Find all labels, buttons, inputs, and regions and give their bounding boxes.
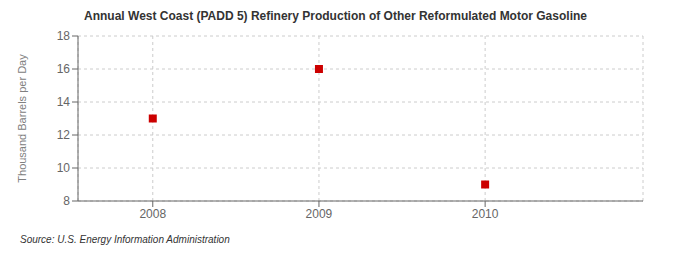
svg-text:18: 18: [57, 29, 71, 43]
svg-text:16: 16: [57, 62, 71, 76]
html-text:Source: U.S. Energy Informatio: Source: U.S. Energy Information Administ…: [20, 234, 230, 245]
html-text:Annual West Coast (PADD 5) Ref: Annual West Coast (PADD 5) Refinery Prod…: [84, 9, 587, 23]
svg-text:12: 12: [57, 128, 71, 142]
svg-text:10: 10: [57, 161, 71, 175]
svg-text:2008: 2008: [139, 207, 166, 221]
svg-text:2009: 2009: [306, 207, 333, 221]
svg-text:14: 14: [57, 95, 71, 109]
svg-text:2010: 2010: [472, 207, 499, 221]
svg-text:8: 8: [63, 194, 70, 208]
svg-text:Thousand Barrels per Day: Thousand Barrels per Day: [16, 54, 28, 183]
